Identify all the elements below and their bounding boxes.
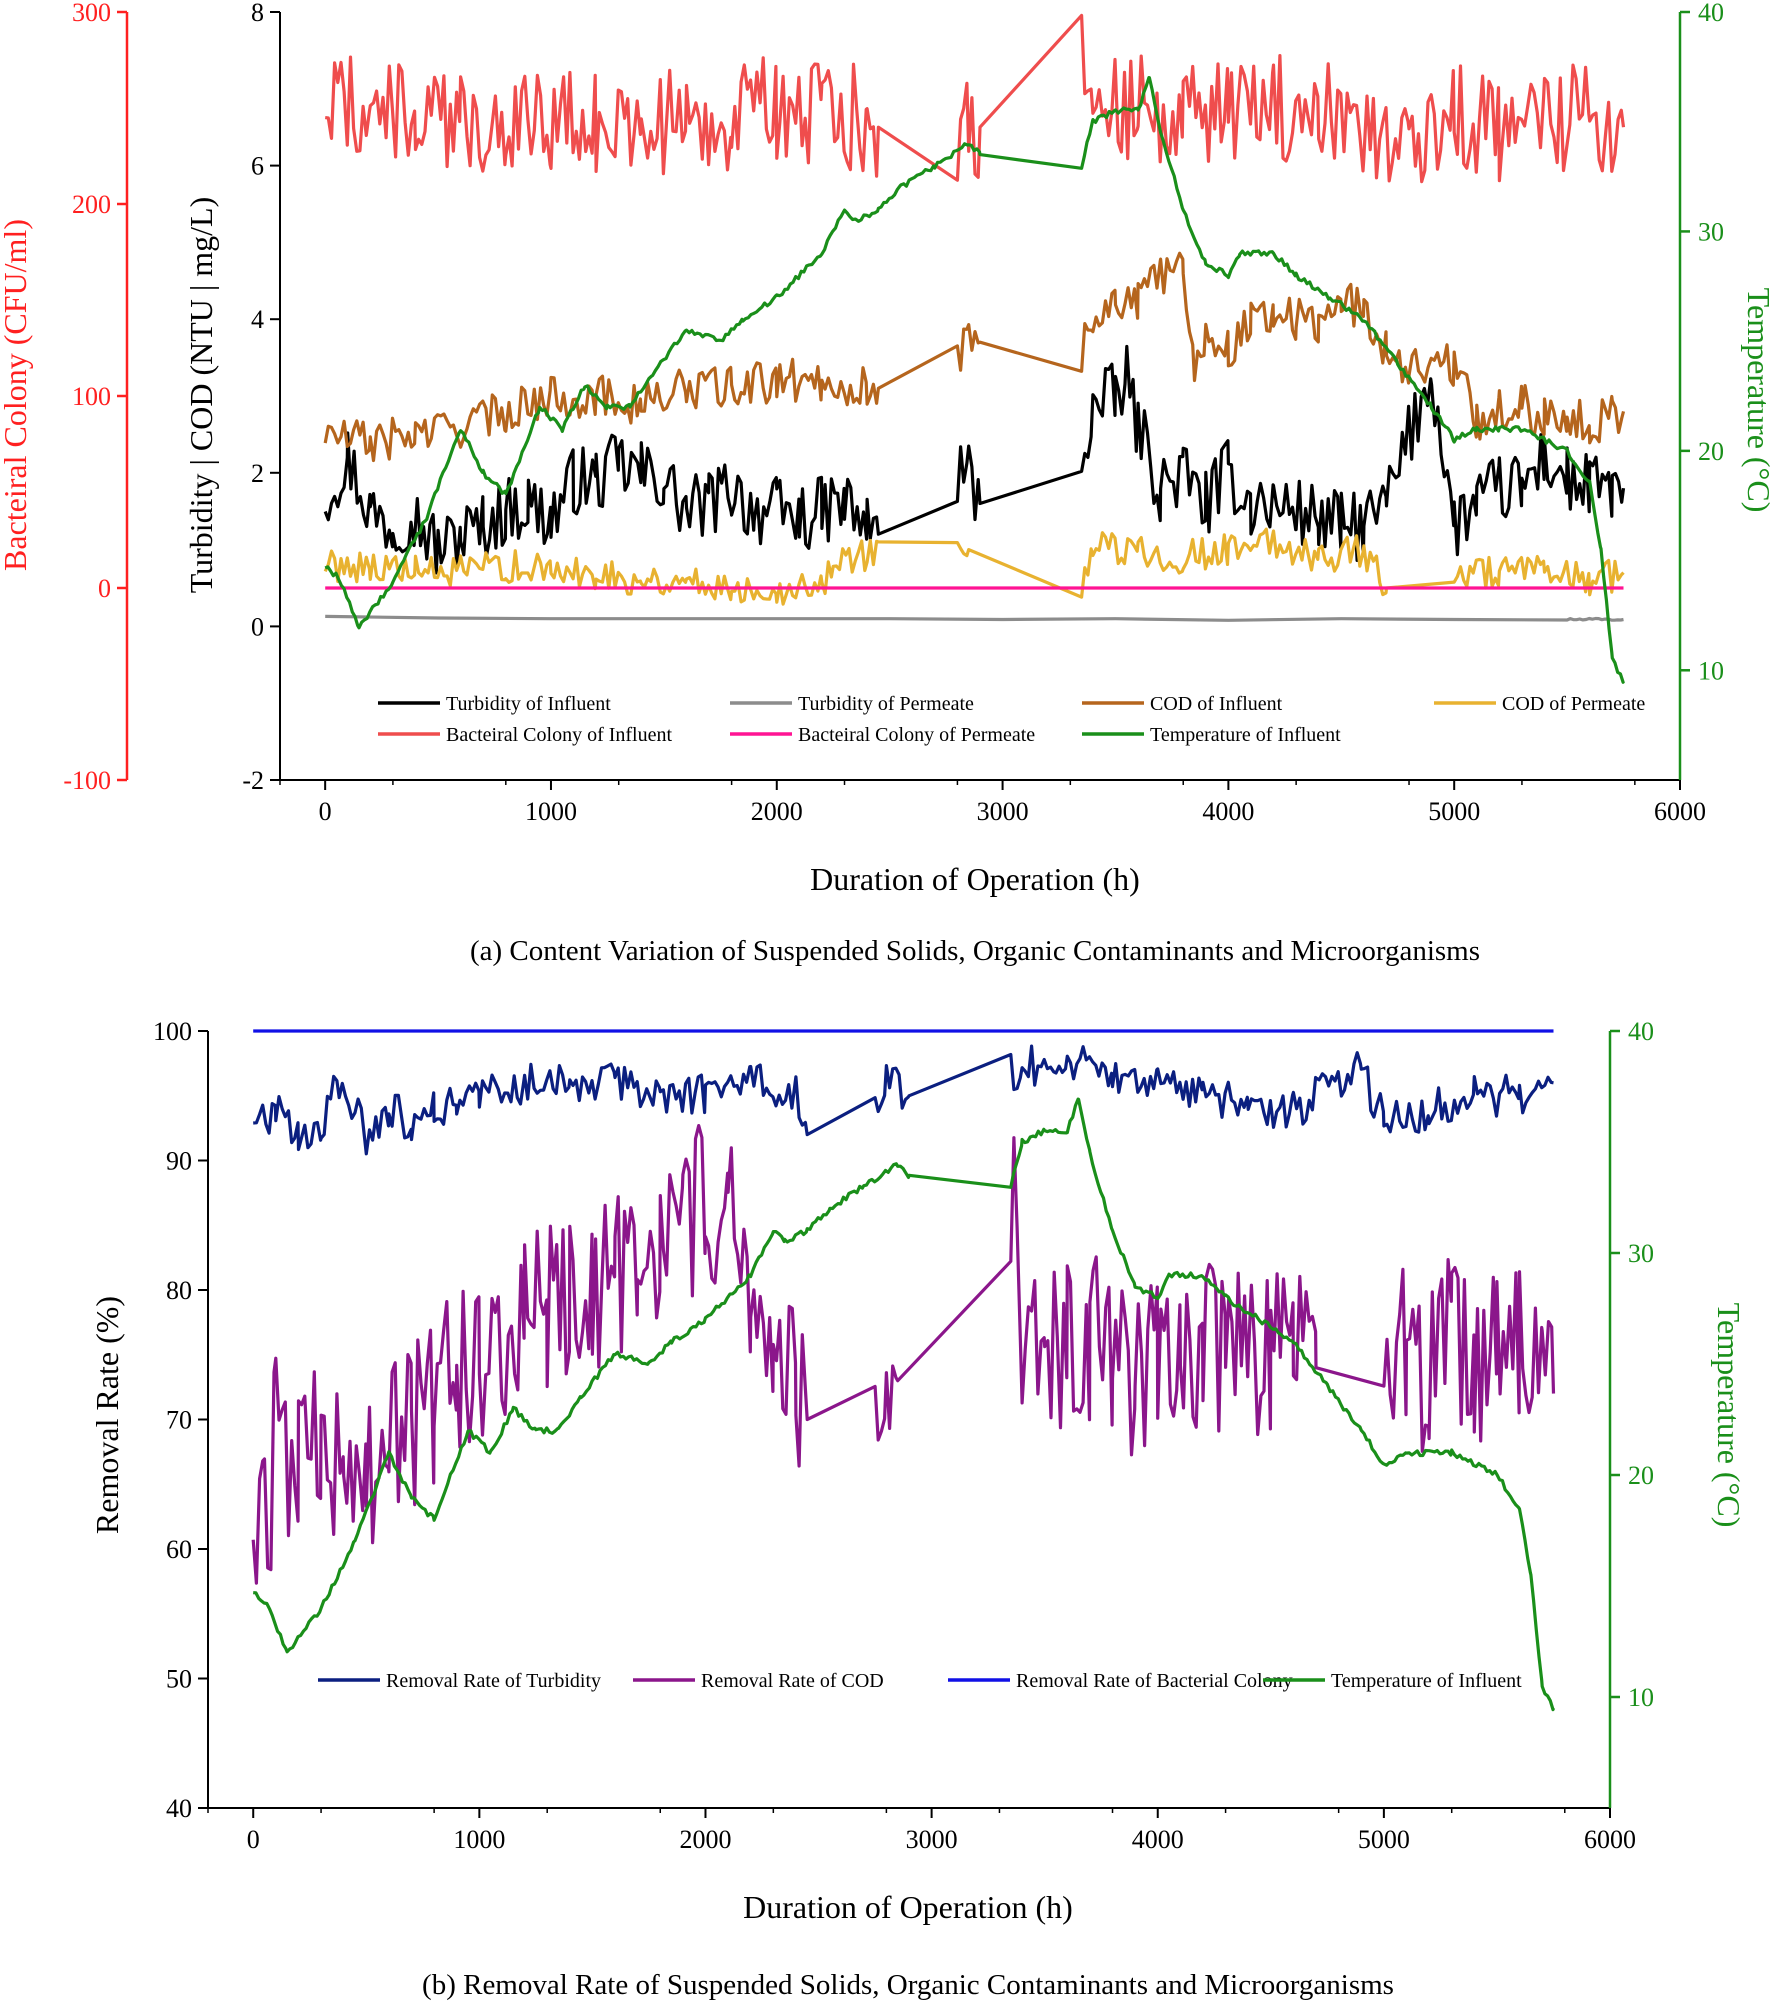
a-x-tick-label: 1000 — [525, 797, 577, 826]
a-left-tick-label: 0 — [251, 612, 264, 641]
panel-a-far-left-axis-title: Bacteiral Colony (CFU/ml) — [0, 219, 33, 571]
panel-a-legend: Turbidity of Influent Turbidity of Permea… — [378, 693, 1645, 746]
panel-a-series — [323, 13, 1626, 684]
a-right-tick-label: 30 — [1698, 217, 1724, 246]
b-x-tick-label: 3000 — [906, 1825, 958, 1854]
b-left-tick-label: 100 — [153, 1017, 192, 1046]
a-x-tick-label: 5000 — [1428, 797, 1480, 826]
a-far-left-tick-label: 200 — [72, 190, 111, 219]
a-left-tick-label: -2 — [242, 766, 264, 795]
a-legend-label: Temperature of Influent — [1150, 724, 1341, 746]
a-left-tick-label: 6 — [251, 152, 264, 181]
panel-b-left-axis-title: Removal Rate (%) — [89, 1296, 125, 1534]
b-right-tick-label: 30 — [1628, 1239, 1654, 1268]
a-left-tick-label: 2 — [251, 459, 264, 488]
panel-a-caption: (a) Content Variation of Suspended Solid… — [470, 935, 1480, 967]
b-series-removal-cod — [251, 1124, 1556, 1585]
panel-a-right-axis-title: Temperature (°C) — [1741, 288, 1772, 513]
b-left-tick-label: 50 — [166, 1665, 192, 1694]
a-legend-label: Bacteiral Colony of Influent — [446, 724, 672, 746]
b-x-tick-label: 5000 — [1358, 1825, 1410, 1854]
a-series-cod-permeate — [323, 527, 1625, 606]
b-right-tick-label: 10 — [1628, 1683, 1654, 1712]
a-far-left-tick-label: 300 — [72, 0, 111, 27]
b-left-tick-label: 40 — [166, 1794, 192, 1823]
panel-b-x-axis-title: Duration of Operation (h) — [743, 1889, 1073, 1925]
b-series-removal-turbidity — [253, 1044, 1554, 1156]
a-right-tick-label: 10 — [1698, 656, 1724, 685]
b-right-tick-label: 20 — [1628, 1461, 1654, 1490]
a-series-temperature — [324, 76, 1625, 684]
b-legend-label: Temperature of Influent — [1331, 1670, 1522, 1692]
b-x-tick-label: 2000 — [679, 1825, 731, 1854]
b-left-tick-label: 60 — [166, 1535, 192, 1564]
a-far-left-tick-label: -100 — [63, 766, 111, 795]
b-left-tick-label: 70 — [166, 1406, 192, 1435]
b-x-tick-label: 6000 — [1584, 1825, 1636, 1854]
b-series-temperature — [253, 1097, 1556, 1712]
b-left-tick-label: 80 — [166, 1276, 192, 1305]
b-legend-label: Removal Rate of COD — [701, 1670, 884, 1692]
a-series-turbidity-influent — [323, 344, 1626, 575]
a-far-left-tick-label: 0 — [98, 574, 111, 603]
a-legend-label: Turbidity of Influent — [446, 693, 611, 715]
panel-b-series — [251, 1029, 1556, 1712]
b-legend-label: Removal Rate of Bacterial Colony — [1016, 1670, 1293, 1692]
panel-a: 0 1000 2000 3000 4000 5000 6000-20246810203040… — [0, 0, 1772, 967]
a-legend-label: COD of Permeate — [1502, 693, 1645, 715]
a-left-tick-label: 8 — [251, 0, 264, 27]
b-left-tick-label: 90 — [166, 1147, 192, 1176]
a-x-tick-label: 0 — [319, 797, 332, 826]
b-x-tick-label: 1000 — [453, 1825, 505, 1854]
panel-b-caption: (b) Removal Rate of Suspended Solids, Or… — [422, 1969, 1394, 2001]
b-legend-label: Removal Rate of Turbidity — [386, 1670, 601, 1692]
a-left-tick-label: 4 — [251, 305, 264, 334]
panel-b-legend: Removal Rate of Turbidity Removal Rate of… — [318, 1670, 1522, 1692]
a-right-tick-label: 40 — [1698, 0, 1724, 27]
panel-b: 0 1000 2000 3000 4000 5000 6000 40 50 60 70 80 90 100… — [89, 1017, 1747, 2001]
a-x-tick-label: 2000 — [751, 797, 803, 826]
a-legend-label: Turbidity of Permeate — [798, 693, 974, 715]
b-x-tick-label: 4000 — [1132, 1825, 1184, 1854]
panel-a-axes: 0 1000 2000 3000 4000 5000 6000-20246810203040… — [63, 0, 1724, 826]
panel-b-right-axis-title: Temperature (°C) — [1711, 1303, 1747, 1528]
panel-b-axes: 0 1000 2000 3000 4000 5000 6000 40 50 60 70 80 90 100… — [153, 1017, 1654, 1854]
a-far-left-tick-label: 100 — [72, 382, 111, 411]
b-right-tick-label: 40 — [1628, 1017, 1654, 1046]
a-x-tick-label: 3000 — [977, 797, 1029, 826]
a-legend-label: Bacteiral Colony of Permeate — [798, 724, 1035, 746]
a-series-bacteria-influent — [324, 13, 1626, 184]
a-series-cod-influent — [323, 251, 1626, 463]
a-series-turbidity-permeate — [325, 614, 1624, 622]
b-x-tick-label: 0 — [247, 1825, 260, 1854]
a-right-tick-label: 20 — [1698, 437, 1724, 466]
a-x-tick-label: 6000 — [1654, 797, 1706, 826]
panel-a-left-axis-title: Turbidity | COD (NTU | mg/L) — [183, 197, 219, 594]
a-legend-label: COD of Influent — [1150, 693, 1283, 715]
panel-a-x-axis-title: Duration of Operation (h) — [810, 861, 1140, 897]
a-x-tick-label: 4000 — [1202, 797, 1254, 826]
